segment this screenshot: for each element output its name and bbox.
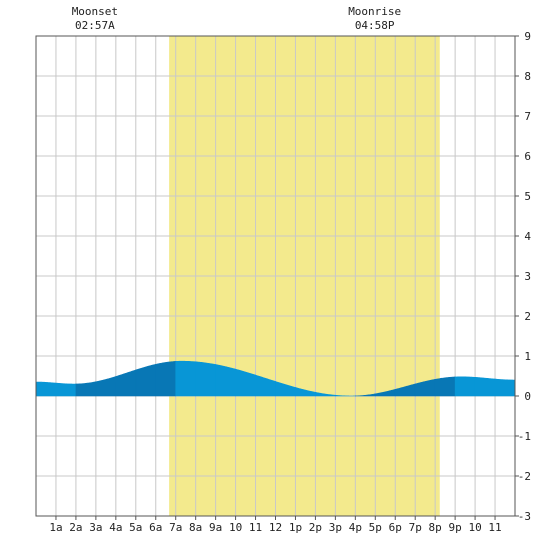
x-tick-label: 8a [189,521,202,534]
tide-segment-rising [434,376,456,397]
tide-segment-rising [115,369,137,397]
y-tick-label: -2 [518,470,531,483]
moon-event-label: Moonset [72,5,118,18]
tide-segment-falling [335,394,356,397]
x-tick-label: 8p [429,521,442,534]
y-tick-label: 0 [524,390,531,403]
tide-segment-falling [295,387,316,397]
tide-segment-rising [135,363,157,397]
y-tick-label: -3 [518,510,531,523]
x-tick-label: 5p [369,521,382,534]
x-tick-label: 10 [468,521,481,534]
y-tick-label: 9 [524,30,531,43]
y-tick-label: -1 [518,430,531,443]
tide-segment-rising [414,378,436,397]
x-tick-label: 11 [249,521,262,534]
tide-segment-rising [75,381,97,397]
moon-event-label: Moonrise [348,5,401,18]
x-tick-label: 2a [69,521,82,534]
tide-segment-falling [235,368,256,397]
tide-segment-falling [315,391,336,397]
tide-segment-rising [155,361,177,397]
x-tick-label: 6p [389,521,402,534]
moon-event-time: 04:58P [355,19,395,32]
x-tick-label: 1p [289,521,302,534]
x-tick-label: 9a [209,521,222,534]
x-tick-label: 7a [169,521,182,534]
tide-segment-falling [215,364,236,397]
x-tick-label: 5a [129,521,142,534]
x-tick-label: 9p [449,521,462,534]
tide-segment-falling [275,381,296,397]
y-tick-label: 3 [524,270,531,283]
tide-segment-falling [55,382,77,397]
moon-event-time: 02:57A [75,19,115,32]
y-tick-label: 4 [524,230,531,243]
y-tick-label: 7 [524,110,531,123]
x-tick-label: 12 [269,521,282,534]
x-tick-label: 3p [329,521,342,534]
tide-segment-falling [454,376,476,397]
tide-segment-falling [255,374,276,397]
y-tick-label: 8 [524,70,531,83]
tide-segment-rising [374,388,396,397]
x-tick-label: 6a [149,521,162,534]
x-tick-label: 2p [309,521,322,534]
tide-segment-rising [355,393,376,397]
x-tick-label: 3a [89,521,102,534]
tide-segment-falling [35,381,57,397]
y-tick-label: 2 [524,310,531,323]
x-tick-label: 7p [409,521,422,534]
tide-segment-falling [175,360,196,397]
x-tick-label: 11 [488,521,501,534]
y-tick-label: 1 [524,350,531,363]
tide-segment-falling [195,361,216,397]
tide-segment-rising [95,376,117,397]
y-tick-label: 5 [524,190,531,203]
x-tick-label: 10 [229,521,242,534]
x-tick-label: 1a [49,521,62,534]
tide-segment-falling [494,378,516,397]
y-tick-label: 6 [524,150,531,163]
x-tick-label: 4a [109,521,122,534]
x-tick-label: 4p [349,521,362,534]
tide-segment-rising [394,383,416,397]
tide-segment-falling [474,376,496,397]
